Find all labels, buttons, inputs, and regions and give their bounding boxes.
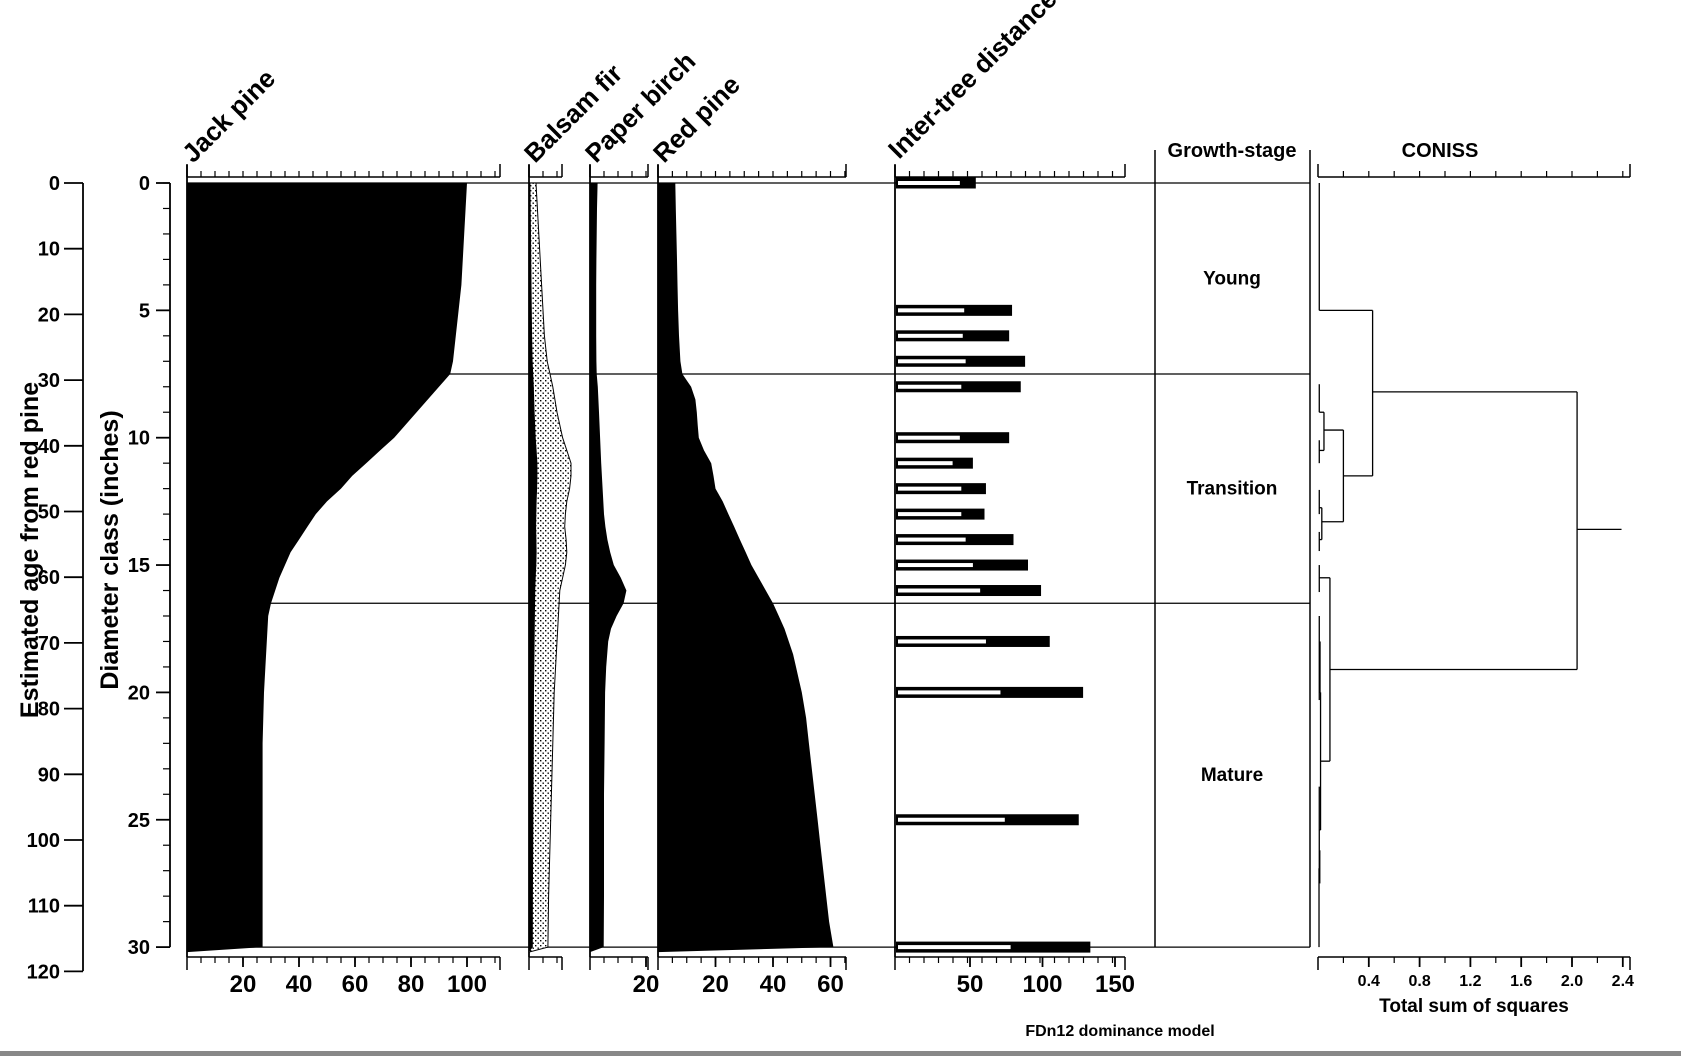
intertree-bar	[896, 559, 1028, 571]
bar-inner	[898, 690, 1001, 695]
panel-jack-pine: 20 40 60 80 100 Jack pine	[176, 63, 501, 998]
bar-inner	[898, 512, 962, 517]
intertree-bar	[896, 941, 1091, 953]
age-tick-label: 30	[38, 370, 60, 392]
intertree-bar	[896, 381, 1021, 393]
axis-tick-label: 2.0	[1561, 973, 1583, 990]
age-tick-label: 40	[38, 436, 60, 458]
intertree-bar	[896, 814, 1079, 826]
axis-tick-label: 50	[957, 971, 984, 998]
intertree-bar	[896, 355, 1026, 367]
footnote: FDn12 dominance model	[1025, 1023, 1214, 1040]
intertree-bar	[896, 585, 1042, 597]
age-tick-label: 90	[38, 764, 60, 786]
axis-tick-label: 1.2	[1459, 973, 1481, 990]
age-tick-label: 110	[28, 896, 60, 918]
bar-inner	[898, 308, 965, 313]
intertree-bar	[896, 457, 973, 469]
axis-tick-label: 20	[230, 971, 257, 998]
axis-tick-label: 60	[342, 971, 369, 998]
age-tick-label: 50	[38, 502, 60, 524]
axis-tick-label: 80	[398, 971, 425, 998]
panel-balsam-fir: Balsam fir	[518, 58, 628, 970]
axis-tick-label: 100	[447, 971, 487, 998]
intertree-bar	[896, 177, 976, 189]
intertree-bar	[896, 330, 1010, 342]
axis-tick-label: 20	[702, 971, 729, 998]
coniss-xaxis-title: Total sum of squares	[1379, 996, 1569, 1017]
silhouette	[529, 183, 538, 953]
axis-tick-label: 20	[633, 971, 660, 998]
coniss-panel: 0.4 0.8 1.2 1.6 2.0 2.4	[1317, 164, 1634, 990]
silhouette	[187, 183, 467, 953]
intertree-bar	[896, 635, 1050, 647]
diameter-tick-label: 5	[139, 300, 150, 322]
age-tick-label: 60	[38, 567, 60, 589]
intertree-bar	[896, 483, 986, 495]
coniss-title: CONISS	[1402, 140, 1479, 162]
age-tick-label: 100	[27, 830, 60, 852]
age-tick-label: 20	[38, 304, 60, 326]
species-title: Jack pine	[176, 63, 281, 168]
bar-inner	[898, 639, 986, 644]
growth-stage-label: Transition	[1187, 479, 1278, 500]
silhouette-exaggerated	[528, 182, 572, 953]
species-title: Inter-tree distance	[882, 0, 1063, 164]
axis-tick-label: 2.4	[1612, 973, 1634, 990]
growth-stage-label: Mature	[1201, 765, 1263, 786]
diameter-tick-label: 20	[128, 682, 150, 704]
intertree-bar	[896, 508, 985, 520]
age-tick-label: 80	[38, 699, 60, 721]
axis-tick-label: 40	[760, 971, 787, 998]
bar-inner	[898, 945, 1011, 950]
age-axis-title: Estimated age from red pine	[16, 382, 44, 718]
bar-inner	[898, 563, 973, 568]
intertree-bar	[896, 534, 1014, 546]
axis-tick-label: 1.6	[1510, 973, 1532, 990]
axis-tick-label: 60	[817, 971, 844, 998]
bar-inner	[898, 588, 981, 593]
silhouette	[658, 183, 834, 953]
growth-stage-title: Growth-stage	[1168, 140, 1297, 162]
bar-inner	[898, 359, 966, 364]
bar-inner	[898, 817, 1005, 822]
axis-tick-label: 40	[286, 971, 313, 998]
axis-tick-label: 100	[1022, 971, 1062, 998]
bar-inner	[898, 333, 963, 338]
static-labels: FDn12 dominance model Total sum of squar…	[16, 140, 1569, 1040]
bar-inner	[898, 537, 966, 542]
axis-tick-label: 0.4	[1358, 973, 1380, 990]
diameter-axis-title: Diameter class (inches)	[96, 410, 124, 689]
intertree-bar	[896, 686, 1084, 698]
bar-inner	[898, 435, 960, 440]
age-tick-label: 70	[38, 633, 60, 655]
diameter-tick-label: 10	[128, 428, 150, 450]
bar-inner	[898, 384, 962, 389]
diameter-tick-label: 15	[128, 555, 150, 577]
growth-stage-panel: Young Transition Mature	[1187, 150, 1311, 948]
diameter-tick-label: 0	[139, 173, 150, 195]
age-tick-label: 0	[49, 173, 60, 195]
inter-tree-panel: 50 100 150 Inter-tree distance	[882, 0, 1156, 998]
silhouette	[590, 183, 627, 953]
bar-inner	[898, 461, 953, 466]
intertree-bar	[896, 432, 1010, 444]
diameter-tick-label: 30	[128, 937, 150, 959]
bar-inner	[898, 486, 962, 491]
depth-axes: 0 10 20 30 40 50 60 70 80 90 100 110 120 0 5 10 15 20 25 30	[27, 173, 171, 983]
axis-tick-label: 0.8	[1408, 973, 1430, 990]
diameter-tick-label: 25	[128, 810, 150, 832]
bar-inner	[898, 181, 960, 185]
age-tick-label: 120	[27, 961, 60, 983]
age-tick-label: 10	[38, 239, 60, 261]
growth-stage-label: Young	[1203, 269, 1261, 290]
intertree-bar	[896, 304, 1013, 316]
axis-tick-label: 150	[1095, 971, 1135, 998]
